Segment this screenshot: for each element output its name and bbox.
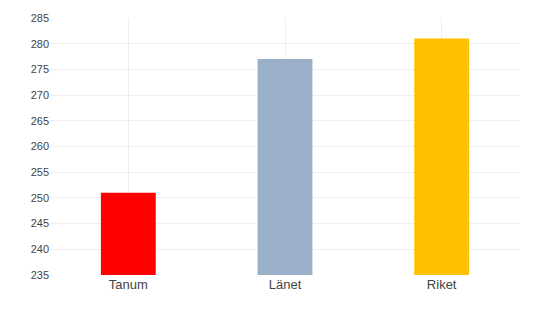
svg-text:250: 250 [31,192,49,204]
svg-text:240: 240 [31,243,49,255]
svg-text:Riket: Riket [427,277,457,292]
svg-text:275: 275 [31,63,49,75]
svg-text:285: 285 [31,12,49,24]
svg-text:245: 245 [31,217,49,229]
svg-text:260: 260 [31,140,49,152]
svg-text:Länet: Länet [269,277,302,292]
svg-text:255: 255 [31,166,49,178]
svg-text:280: 280 [31,38,49,50]
svg-text:235: 235 [31,269,49,281]
svg-text:265: 265 [31,115,49,127]
svg-text:Tanum: Tanum [109,277,148,292]
svg-text:270: 270 [31,89,49,101]
